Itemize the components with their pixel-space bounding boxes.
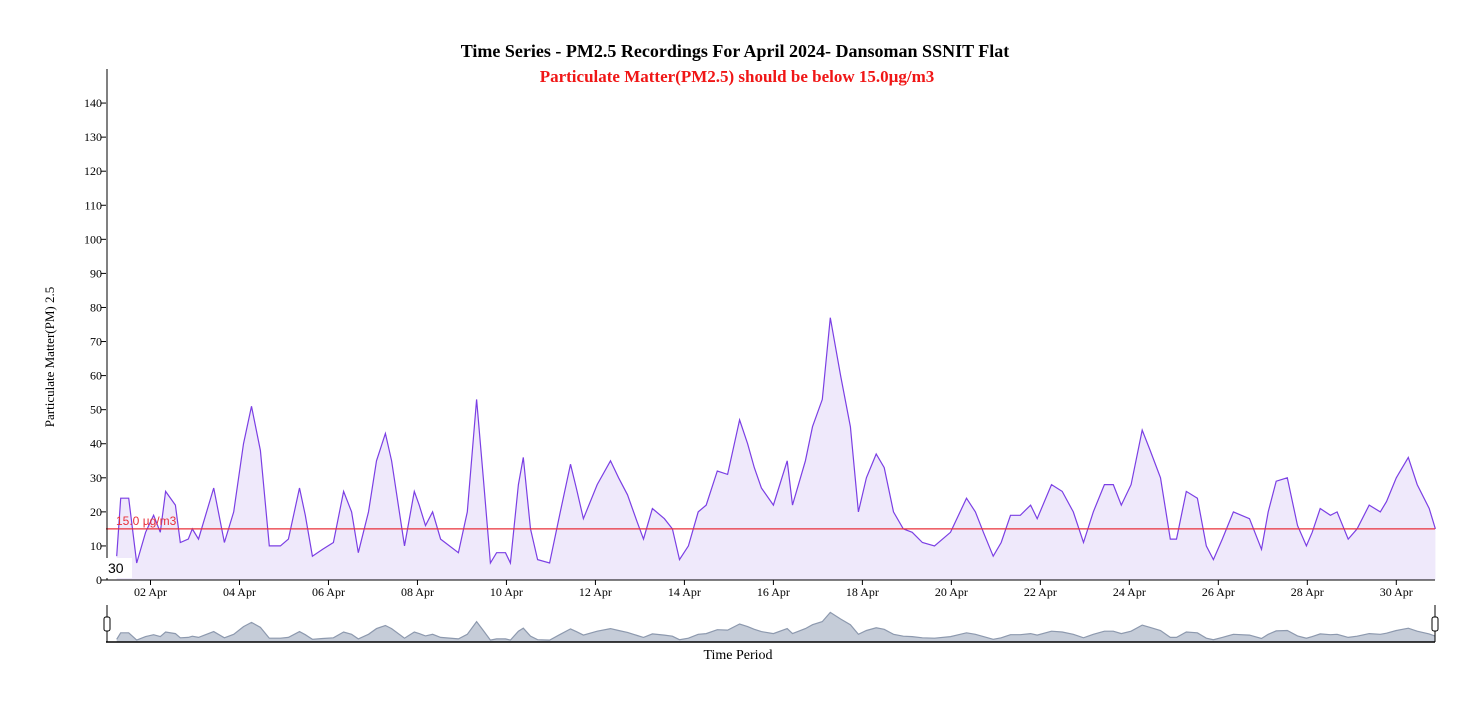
- series-area: [116, 317, 1436, 580]
- navigator-handle: [1431, 616, 1439, 632]
- x-tick-label: 22 Apr: [1024, 585, 1057, 599]
- x-tick-label: 14 Apr: [668, 585, 701, 599]
- x-tick-label: 18 Apr: [846, 585, 879, 599]
- y-tick-label: 110: [84, 198, 102, 212]
- threshold-label: 15.0 µg/m3: [116, 514, 177, 528]
- x-tick-label: 10 Apr: [490, 585, 523, 599]
- y-tick-label: 50: [90, 403, 102, 417]
- y-tick-label: 100: [84, 232, 102, 246]
- y-tick-label: 80: [90, 300, 102, 314]
- y-tick-label: 120: [84, 164, 102, 178]
- navigator-area: [116, 612, 1436, 642]
- y-tick-label: 40: [90, 437, 102, 451]
- y-tick-label: 140: [84, 96, 102, 110]
- x-tick-label: 26 Apr: [1202, 585, 1235, 599]
- chart-title: Time Series - PM2.5 Recordings For April…: [461, 41, 1010, 61]
- y-tick-label: 30: [90, 471, 102, 485]
- x-tick-label: 08 Apr: [401, 585, 434, 599]
- x-tick-label: 30 Apr: [1380, 585, 1413, 599]
- y-tick-label: 0: [96, 573, 102, 587]
- x-tick-label: 06 Apr: [312, 585, 345, 599]
- y-tick-label: 70: [90, 335, 102, 349]
- y-tick-label: 20: [90, 505, 102, 519]
- x-tick-label: 12 Apr: [579, 585, 612, 599]
- navigator-line: [116, 611, 1436, 641]
- y-tick-label: 10: [90, 539, 102, 553]
- annotation-box: [106, 558, 132, 578]
- y-tick-label: 90: [90, 266, 102, 280]
- y-axis-label: Particulate Matter(PM) 2.5: [42, 287, 57, 427]
- y-tick-label: 130: [84, 130, 102, 144]
- chart-subtitle: Particulate Matter(PM2.5) should be belo…: [540, 67, 935, 86]
- x-tick-label: 16 Apr: [757, 585, 790, 599]
- y-tick-label: 60: [90, 369, 102, 383]
- x-axis-label: Time Period: [703, 648, 772, 663]
- x-tick-label: 04 Apr: [223, 585, 256, 599]
- x-tick-label: 02 Apr: [134, 585, 167, 599]
- series-line: [116, 317, 1436, 566]
- annotation: 30: [108, 560, 124, 576]
- x-tick-label: 20 Apr: [935, 585, 968, 599]
- x-tick-label: 28 Apr: [1291, 585, 1324, 599]
- navigator-handle: [103, 616, 111, 632]
- x-tick-label: 24 Apr: [1113, 585, 1146, 599]
